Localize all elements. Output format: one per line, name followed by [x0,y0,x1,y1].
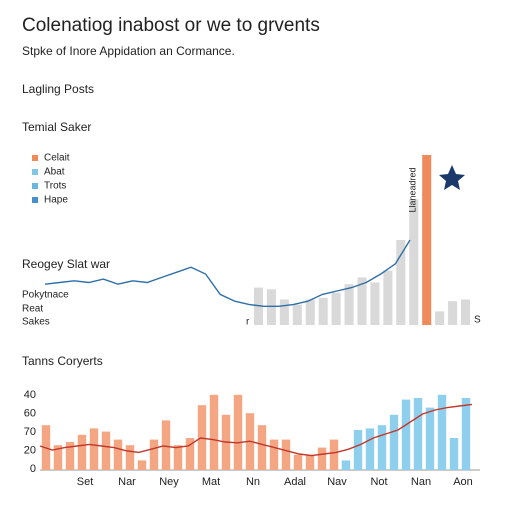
bar [437,394,447,470]
line [39,403,473,457]
x-tick-label: Nan [411,476,431,488]
x-tick-label: Nar [118,476,136,488]
bar [449,438,459,470]
bar [353,430,363,470]
bar [281,439,291,470]
bar [173,445,183,470]
legend-swatch [32,155,38,161]
bar [389,414,399,470]
y-label: 70 [24,426,36,438]
bar [101,431,111,470]
legend-swatch [32,169,38,175]
bar [396,240,406,325]
bar [125,445,135,470]
bar [279,299,289,325]
bar [305,454,315,470]
bar [357,277,367,325]
section: Lagling Posts [22,82,94,96]
side-label: Reogey Slat war [22,257,110,271]
bar [377,425,387,470]
chart-title: Tanns Coryerts [22,354,103,368]
x-tick-label: Nav [327,476,347,488]
bar [365,428,375,470]
bar [331,292,341,325]
title: Colenatiog inabost or we to grvents [22,15,320,36]
x-tick-label: Mat [202,476,220,488]
legend-label: Abat [44,167,65,178]
subtitle: Stpke of Inore Appidation an Cormance. [22,44,235,58]
legend-swatch [32,197,38,203]
star-icon [439,165,465,190]
bar [435,311,445,325]
y-label: 60 [24,407,36,419]
annotation: S [474,315,481,326]
bar [329,439,339,470]
bar [425,407,435,470]
chart-title: Temial Saker [22,120,91,134]
x-tick-label: Adal [284,476,306,488]
bar [149,439,159,470]
y-label: 40 [24,389,36,401]
annotation: r [246,317,250,328]
bar [461,398,471,470]
bar [292,304,302,325]
x-tick-label: Aon [453,476,473,488]
bar [305,299,315,325]
y-label: 20 [24,444,36,456]
x-tick-label: Nn [246,476,260,488]
bar [257,425,267,470]
line [44,239,411,307]
bar [344,284,354,325]
bar [401,399,411,470]
bar [53,445,63,470]
side-label: Pokytnace [22,290,69,301]
bar [317,447,327,470]
bar [137,460,147,470]
bar [161,420,171,470]
bar [89,428,99,470]
bar [293,454,303,470]
y-label: 0 [30,463,36,475]
bar [448,301,458,325]
legend-label: Hape [44,195,68,206]
bar [370,282,380,325]
bar [413,398,423,470]
legend-swatch [32,183,38,189]
bar [209,394,219,470]
bar [422,155,432,325]
x-tick-label: Not [370,476,387,488]
bar [409,199,419,325]
annotation: Llaneadred [407,167,417,212]
side-label: Reat [22,304,43,315]
bar [318,297,328,325]
x-tick-label: Ney [159,476,179,488]
legend-label: Trots [44,181,66,192]
side-label: Sakes [22,317,50,328]
x-tick-label: Set [77,476,94,488]
bar [266,289,276,325]
bar [341,460,351,470]
legend-label: Celait [44,153,70,164]
bar [65,442,75,470]
bar [233,394,243,470]
bar [269,439,279,470]
bar [383,270,393,325]
bar [185,438,195,470]
bar [461,299,471,325]
bar [77,434,87,470]
bar [113,439,123,470]
